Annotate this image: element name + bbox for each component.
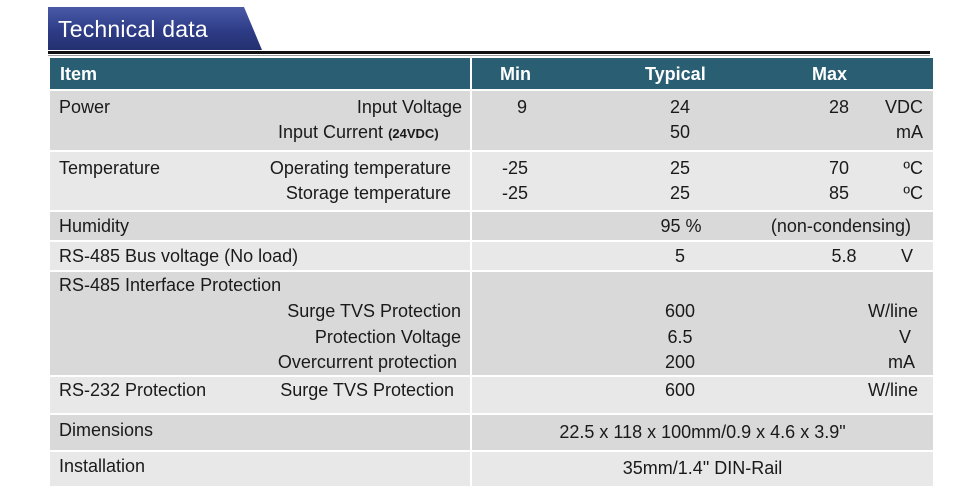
operating-temperature-label: Operating temperature	[269, 158, 451, 178]
section-banner: Technical data	[48, 7, 262, 50]
rs485-bus-unit: V	[900, 246, 913, 266]
section-title: Technical data	[58, 16, 208, 42]
rs232-protection-label: RS-232 Protection	[59, 380, 207, 400]
table-row-rs485-protection: RS-485 Interface Protection Surge TVS Pr…	[50, 272, 933, 375]
protection-voltage-unit: V	[898, 327, 911, 347]
dimensions-value: 22.5 x 118 x 100mm/0.9 x 4.6 x 3.9"	[559, 422, 846, 442]
overcurrent-typical: 200	[664, 352, 696, 372]
input-current-unit: mA	[896, 122, 923, 142]
table-row-rs232-protection: RS-232 Protection Surge TVS Protection 6…	[50, 377, 933, 413]
humidity-typical: 95 %	[660, 216, 702, 236]
rs232-surge-typical: 600	[664, 380, 696, 400]
operating-temperature-min: -25	[501, 158, 528, 178]
rs485-surge-typical: 600	[664, 301, 696, 321]
rs485-bus-typical: 5	[674, 246, 685, 266]
overcurrent-label: Overcurrent protection	[277, 352, 457, 372]
storage-temperature-unit: ºC	[903, 183, 923, 203]
input-current-typical: 50	[669, 122, 691, 142]
installation-label: Installation	[59, 456, 146, 476]
title-rule	[48, 51, 930, 54]
humidity-note: (non-condensing)	[770, 216, 911, 236]
input-voltage-min: 9	[516, 97, 527, 117]
overcurrent-unit: mA	[888, 352, 915, 372]
storage-temperature-max: 85	[828, 183, 850, 203]
operating-temperature-unit: ºC	[903, 158, 923, 178]
protection-voltage-label: Protection Voltage	[314, 327, 461, 347]
header-min: Min	[500, 64, 531, 84]
table-row-installation: Installation 35mm/1.4" DIN-Rail	[50, 452, 933, 486]
header-typical: Typical	[645, 64, 706, 84]
rs485-surge-unit: W/line	[867, 301, 918, 321]
rs485-surge-label: Surge TVS Protection	[287, 301, 461, 321]
table-row-humidity: Humidity 95 % (non-condensing)	[50, 212, 933, 240]
humidity-label: Humidity	[59, 216, 130, 236]
table-row-temperature: Temperature Operating temperature -25 25…	[50, 152, 933, 210]
dimensions-label: Dimensions	[59, 420, 154, 440]
header-max: Max	[812, 64, 848, 84]
input-voltage-unit: VDC	[884, 97, 923, 117]
table-header: Item Min Typical Max	[50, 58, 933, 89]
input-current-note: (24VDC)	[388, 126, 439, 141]
input-voltage-label: Input Voltage	[356, 97, 462, 117]
temperature-label: Temperature	[59, 158, 161, 178]
title-rule-thin	[48, 55, 930, 56]
table-row-dimensions: Dimensions 22.5 x 118 x 100mm/0.9 x 4.6 …	[50, 415, 933, 450]
table-row-rs485-bus: RS-485 Bus voltage (No load) 5 5.8 V	[50, 242, 933, 270]
header-item: Item	[60, 64, 98, 84]
table-row-power: Power Input Voltage 9 24 28 VDC Input Cu…	[50, 91, 933, 150]
operating-temperature-max: 70	[828, 158, 850, 178]
rs232-surge-unit: W/line	[867, 380, 918, 400]
rs485-protection-label: RS-485 Interface Protection	[59, 275, 282, 295]
input-voltage-max: 28	[828, 97, 850, 117]
operating-temperature-typical: 25	[669, 158, 691, 178]
power-label: Power	[59, 97, 111, 117]
storage-temperature-min: -25	[501, 183, 528, 203]
input-voltage-typical: 24	[669, 97, 691, 117]
protection-voltage-typical: 6.5	[667, 327, 693, 347]
input-current-label: Input Current	[278, 122, 384, 142]
storage-temperature-typical: 25	[669, 183, 691, 203]
installation-value: 35mm/1.4" DIN-Rail	[622, 458, 783, 478]
storage-temperature-label: Storage temperature	[285, 183, 451, 203]
rs485-bus-label: RS-485 Bus voltage (No load)	[59, 246, 299, 266]
rs232-surge-label: Surge TVS Protection	[280, 380, 454, 400]
rs485-bus-max: 5.8	[831, 246, 857, 266]
